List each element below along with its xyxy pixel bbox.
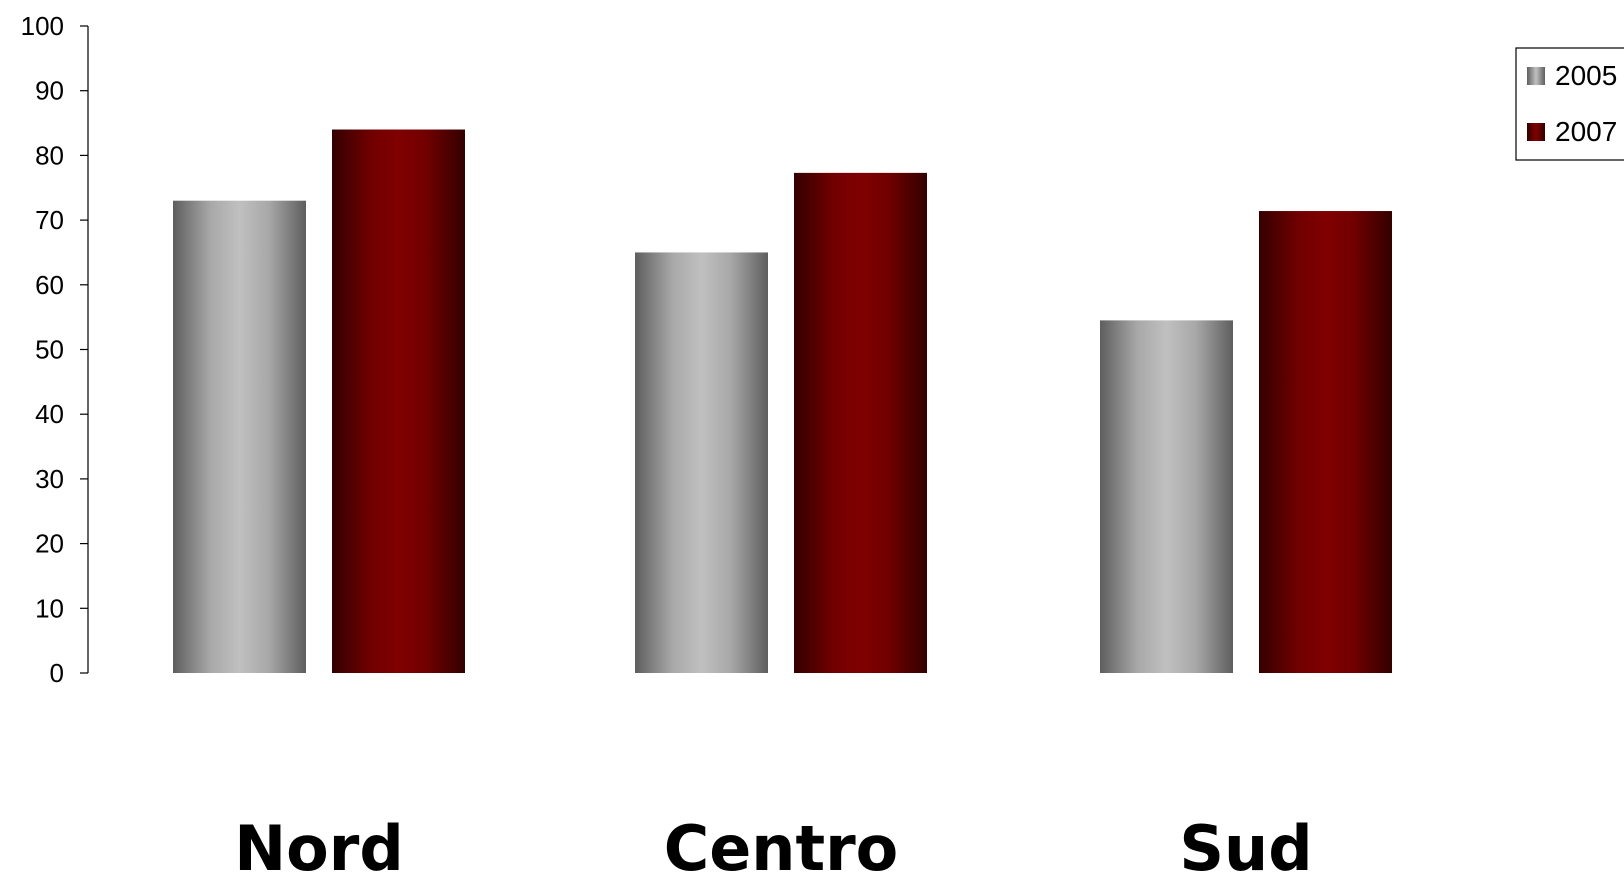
y-tick-label: 50 [35, 335, 64, 365]
y-tick-label: 30 [35, 464, 64, 494]
bar-nord-2007 [332, 129, 465, 673]
category-label-sud: Sud [1179, 812, 1312, 874]
bar-centro-2005 [635, 252, 768, 673]
y-tick-label: 40 [35, 399, 64, 429]
legend-box [1515, 47, 1624, 161]
legend-swatch-2005 [1527, 67, 1545, 85]
y-tick-label: 70 [35, 205, 64, 235]
legend-label-2007: 2007 [1555, 116, 1617, 147]
bar-centro-2007 [794, 172, 927, 673]
y-tick-label: 100 [21, 11, 64, 41]
bar-sud-2007 [1259, 211, 1392, 674]
y-tick-label: 60 [35, 270, 64, 300]
bar-nord-2005 [173, 200, 306, 673]
category-label-nord: Nord [234, 812, 403, 874]
legend: 2005 2007 [1515, 47, 1624, 161]
category-label-centro: Centro [664, 812, 899, 874]
y-tick-label: 80 [35, 140, 64, 170]
y-tick-label: 10 [35, 593, 64, 623]
y-tick-label: 90 [35, 76, 64, 106]
category-labels: Nord Centro Sud [234, 812, 1312, 874]
bar-sud-2005 [1100, 320, 1233, 673]
y-axis: 0 10 20 30 40 50 60 70 80 90 100 [21, 11, 89, 688]
y-tick-label: 20 [35, 529, 64, 559]
y-tick-label: 0 [50, 658, 64, 688]
legend-swatch-2007 [1527, 123, 1545, 141]
legend-label-2005: 2005 [1555, 60, 1617, 91]
bars-group [173, 129, 1392, 674]
